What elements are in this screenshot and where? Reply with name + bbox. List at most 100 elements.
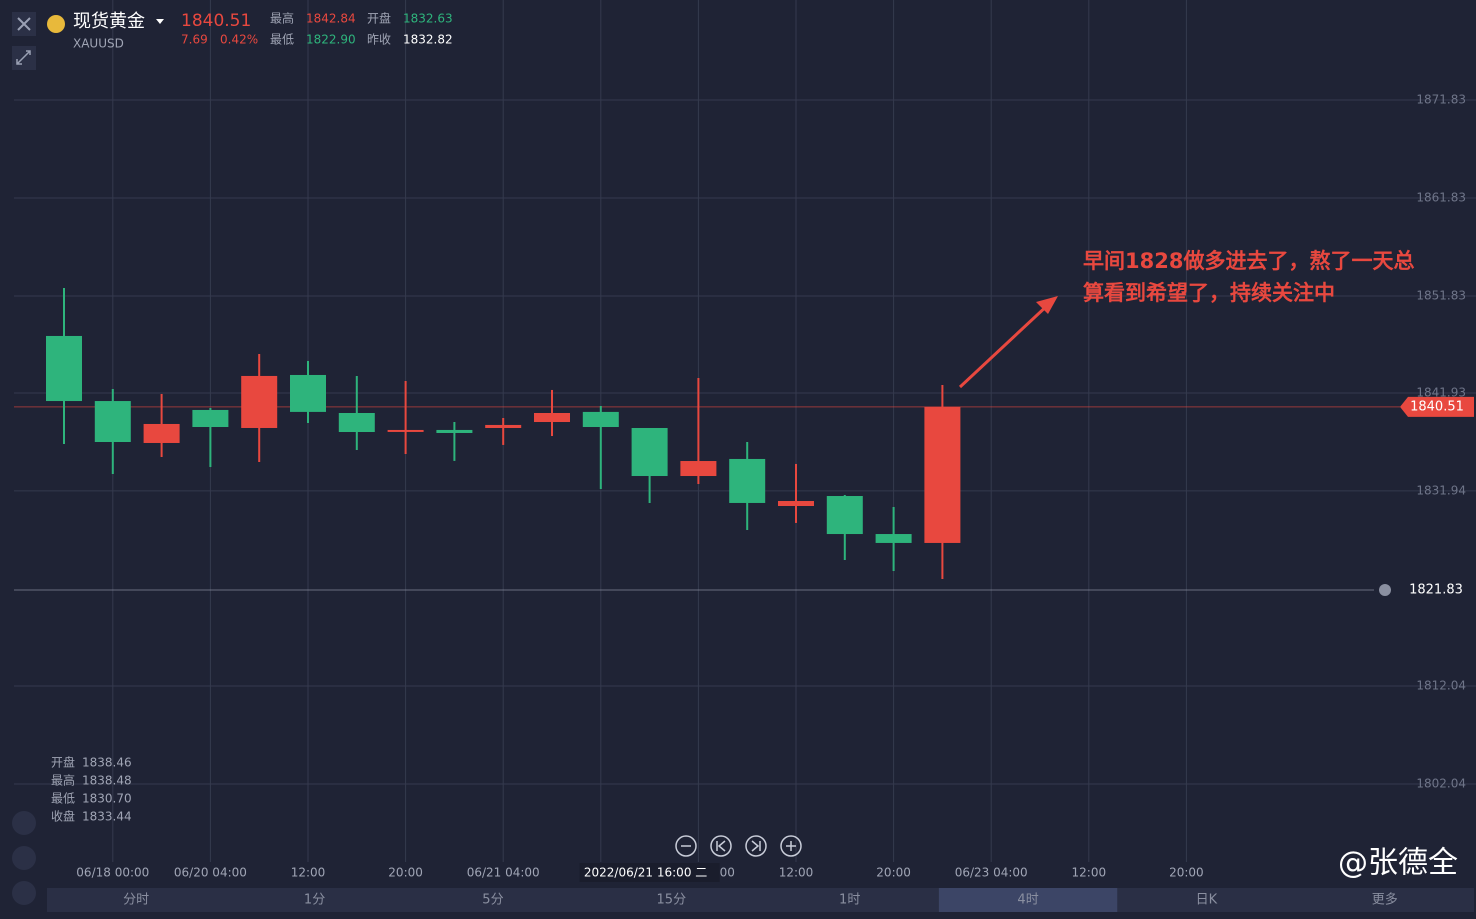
ohlc-value: 1830.70 bbox=[82, 792, 132, 806]
stat-label: 开盘 bbox=[367, 11, 391, 26]
timeframe-active bbox=[938, 888, 1118, 912]
y-tick-label: 1841.93 bbox=[1416, 386, 1466, 400]
symbol: XAUUSD bbox=[73, 37, 124, 51]
candle-body bbox=[241, 375, 278, 428]
annotation: 早间1828做多进去了，熬了一天总 算看到希望了，持续关注中 bbox=[958, 249, 1414, 389]
ohlc-value: 1838.46 bbox=[82, 756, 132, 770]
icon bbox=[786, 841, 796, 851]
annotation-text: 算看到希望了，持续关注中 bbox=[1083, 281, 1335, 305]
candle-body bbox=[485, 424, 522, 428]
candle-body bbox=[631, 427, 668, 477]
shrink-icon bbox=[16, 50, 31, 65]
zoom-in[interactable] bbox=[780, 835, 802, 857]
candle-body bbox=[729, 458, 766, 503]
crosshair-label-bg bbox=[579, 863, 720, 882]
candle-body bbox=[192, 409, 229, 428]
stat-label: 昨收 bbox=[367, 33, 391, 47]
x-tick-label: 20:00 bbox=[388, 866, 423, 880]
timeframe-button[interactable]: 分时 bbox=[123, 893, 149, 908]
candle-body bbox=[778, 501, 814, 507]
zoom-controls bbox=[675, 835, 802, 857]
candle-body bbox=[875, 534, 912, 543]
ohlc-value: 1833.44 bbox=[82, 810, 132, 824]
ohlc-value: 1838.48 bbox=[82, 774, 132, 788]
stat-label: 最低 bbox=[270, 33, 294, 47]
candle-body bbox=[436, 429, 473, 433]
candle-body bbox=[924, 406, 961, 543]
crosshair-label: 2022/06/21 16:00 二 bbox=[584, 866, 707, 880]
dropdown-icon[interactable] bbox=[156, 19, 164, 24]
left-tools bbox=[12, 811, 36, 905]
last-price-tag bbox=[1400, 396, 1474, 417]
timeframe-button[interactable]: 日K bbox=[1196, 893, 1218, 908]
timeframe-button[interactable]: 4时 bbox=[1017, 893, 1038, 908]
zoom-out[interactable] bbox=[675, 835, 697, 857]
ohlc-panel: 开盘 1838.46 最高 1838.48 最低 1830.70 收盘 1833.44 bbox=[51, 755, 132, 824]
x-tick-label: 12:00 bbox=[779, 866, 814, 880]
x-tick-label: 06/23 04:00 bbox=[955, 866, 1028, 880]
candle-body bbox=[290, 374, 326, 412]
indicator-button[interactable] bbox=[12, 811, 36, 835]
stat-value: 1842.84 bbox=[306, 12, 356, 26]
timeframe-bg bbox=[47, 888, 1474, 912]
instrument-name[interactable]: 现货黄金 bbox=[73, 11, 145, 32]
arrow bbox=[958, 301, 1052, 389]
y-tick-label: 1861.83 bbox=[1416, 190, 1466, 204]
ohlc-label: 最高 bbox=[51, 773, 75, 788]
timeframe-bar: 分时 1分 5分 15分 1时 4时 日K 更多 bbox=[47, 888, 1474, 912]
timeframe-button[interactable]: 1分 bbox=[304, 893, 325, 908]
x-tick-label: 06/18 00:00 bbox=[76, 866, 149, 880]
timeframe-button[interactable]: 更多 bbox=[1372, 892, 1398, 908]
last-price-label: 1840.51 bbox=[1410, 399, 1464, 414]
timeframe-button[interactable]: 5分 bbox=[482, 893, 503, 908]
x-tick-label: 06/21 04:00 bbox=[467, 866, 540, 880]
close-icon bbox=[17, 17, 31, 31]
candle-body bbox=[46, 335, 82, 402]
stat-value: 1832.82 bbox=[403, 33, 453, 47]
x-tick-label: 12:00 bbox=[1072, 866, 1107, 880]
x-tick-label: 20:00 bbox=[876, 866, 911, 880]
stat-value: 1832.63 bbox=[403, 12, 453, 26]
marks bbox=[46, 287, 961, 580]
x-tick-label: 20:00 bbox=[1169, 866, 1204, 880]
y-tick-label: 1802.04 bbox=[1416, 776, 1466, 790]
chart-type-button[interactable] bbox=[12, 881, 36, 905]
gold-icon bbox=[47, 15, 65, 33]
candle-body bbox=[387, 429, 424, 432]
x-tick-label: 12:00 bbox=[291, 866, 326, 880]
x-tick-label: 06/20 04:00 bbox=[174, 866, 247, 880]
icon bbox=[716, 840, 726, 852]
ohlc-label: 收盘 bbox=[51, 809, 75, 824]
alert-label: 1821.83 bbox=[1409, 582, 1463, 597]
candle-body bbox=[680, 461, 717, 477]
price: 1840.51 bbox=[181, 11, 251, 31]
y-tick-label: 1851.83 bbox=[1416, 288, 1466, 302]
candle-body bbox=[143, 423, 180, 443]
draw-button[interactable] bbox=[12, 846, 36, 870]
arrow-head bbox=[1036, 296, 1058, 314]
candle-body bbox=[582, 411, 619, 428]
stat-label: 最高 bbox=[270, 11, 294, 26]
timeframe-button[interactable]: 15分 bbox=[657, 893, 687, 908]
watermark: @张德全 bbox=[1338, 846, 1458, 881]
candle-body bbox=[338, 412, 375, 433]
alert-icon bbox=[1379, 583, 1391, 596]
icon bbox=[751, 840, 761, 852]
scroll-start[interactable] bbox=[710, 835, 732, 857]
y-tick-label: 1812.04 bbox=[1416, 678, 1466, 692]
timeframe-button[interactable]: 1时 bbox=[839, 893, 860, 908]
change-pct: 0.42% bbox=[220, 33, 258, 47]
stat-value: 1822.90 bbox=[306, 33, 356, 47]
ohlc-label: 最低 bbox=[51, 792, 75, 806]
header: 现货黄金 XAUUSD 1840.51 7.69 0.42% 最高 1842.8… bbox=[12, 11, 453, 70]
y-tick-label: 1871.83 bbox=[1416, 92, 1466, 106]
candle-body bbox=[534, 412, 570, 423]
ohlc-label: 开盘 bbox=[51, 755, 75, 770]
candle-body bbox=[94, 401, 131, 443]
change: 7.69 bbox=[181, 33, 208, 47]
y-tick-label: 1831.94 bbox=[1416, 483, 1466, 497]
scroll-end[interactable] bbox=[745, 835, 767, 857]
annotation-text: 早间1828做多进去了，熬了一天总 bbox=[1083, 249, 1414, 273]
